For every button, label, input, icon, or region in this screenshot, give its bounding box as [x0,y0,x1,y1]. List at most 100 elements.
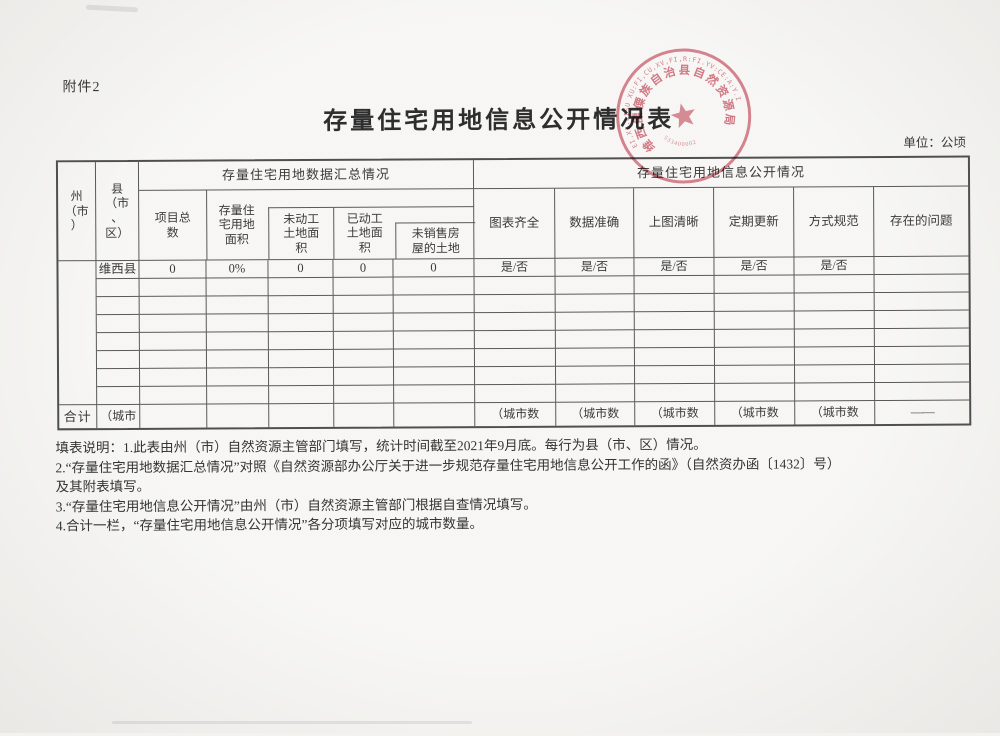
table-empty-cell [794,293,875,312]
total-map-count: （城市数 [635,401,716,426]
total-empty-cell [394,403,476,427]
table-empty-cell [714,329,795,348]
row1-project-count: 0 [139,260,207,279]
state-data-cell [58,261,98,406]
table-empty-cell [794,347,875,366]
svg-text:533400002: 533400002 [661,129,698,154]
table-empty-cell [96,296,140,316]
table-empty-cell [394,385,476,404]
header-data-accurate: 数据准确 [555,188,635,259]
table-empty-cell [795,383,876,402]
row1-update-flag: 是/否 [714,257,795,276]
header-summary-subcolumns: 项目总 数 存量住 宅用地 面积 未动工 土地面 积 已动工 土地面 积 未销售… [139,189,476,261]
table-empty-cell [96,314,140,334]
row1-charts-flag: 是/否 [474,258,556,278]
header-method-standard: 方式规范 [794,187,875,258]
table-empty-cell [715,383,796,402]
table-empty-cell [96,332,140,352]
table-empty-cell [140,386,208,405]
table-empty-cell [268,295,334,315]
header-problems: 存在的问题 [874,186,969,258]
table-empty-cell [794,365,876,384]
row1-data-flag: 是/否 [555,258,635,277]
table-empty-cell [268,277,334,297]
row1-unstarted-area: 0 [268,259,334,279]
table-empty-cell [874,346,969,366]
row1-started-area: 0 [333,259,394,278]
table-empty-cell [268,313,334,333]
table-empty-cell [874,274,969,294]
table-empty-cell [97,368,141,388]
header-county: 县 （市 、 区） [95,161,140,262]
header-charts-complete: 图表齐全 [474,188,556,260]
table-empty-cell [635,383,716,403]
official-seal-stamp: EI.XI.LISU XU:FI,CU,XV,FI,R:FI.YV:CE:A:Y… [610,43,752,184]
total-empty-cell [269,403,335,428]
row1-method-flag: 是/否 [794,257,875,276]
table-empty-cell [393,295,475,314]
table-empty-cell [393,331,475,350]
star-icon [670,103,695,129]
stamp-code-number: 533400002 [661,129,698,154]
table-empty-cell [474,330,556,350]
table-empty-cell [475,366,557,386]
table-empty-cell [139,350,208,369]
table-empty-cell [206,314,269,333]
table-empty-cell [333,313,394,332]
total-data-count: （城市数 [556,402,636,426]
table-empty-cell [393,277,475,296]
header-unstarted-area: 未动工 土地面 积 [269,207,335,260]
scan-artifact [112,721,472,724]
table-empty-cell [474,348,557,368]
header-group-summary: 存量住宅用地数据汇总情况 [138,160,475,191]
header-regular-update: 定期更新 [714,187,795,258]
table-empty-cell [207,386,270,405]
header-nested-box: 未动工 土地面 积 已动工 土地面 积 未销售房 屋的土地 [268,206,476,260]
table-empty-cell [96,278,140,298]
table-empty-cell [333,277,394,296]
table-empty-cell [268,331,334,351]
table-empty-cell [207,368,270,387]
table-empty-cell [634,347,715,367]
table-empty-cell [555,330,635,349]
table-empty-cell [334,367,395,386]
row1-stock-area: 0% [206,260,269,279]
table-empty-cell [140,368,208,387]
table-empty-cell [139,278,207,297]
page-title: 存量住宅用地信息公开情况表 [323,107,675,135]
table-empty-cell [874,310,969,330]
table-empty-cell [394,367,476,386]
total-empty-cell [140,404,208,428]
row1-unsold-land: 0 [393,259,475,278]
header-project-count: 项目总 数 [139,190,208,260]
total-charts-count: （城市数 [475,402,557,427]
table-empty-cell [634,311,715,331]
total-empty-cell [334,403,395,427]
table-empty-cell [874,364,970,384]
table-empty-cell [333,331,394,350]
row1-map-flag: 是/否 [634,257,715,277]
table-empty-cell [794,329,875,348]
note-line: 4.合计一栏，“存量住宅用地信息公开情况”各分项填写对应的城市数量。 [55,516,483,534]
table-empty-cell [206,350,270,369]
table-empty-cell [555,312,635,331]
table-empty-cell [634,275,715,295]
table-empty-cell [474,294,556,314]
header-started-area: 已动工 土地面 积 [346,211,383,255]
table-empty-cell [555,348,636,367]
table-empty-cell [874,328,969,348]
table-empty-cell [268,349,335,369]
table-empty-cell [334,385,395,404]
table-empty-cell [634,329,715,349]
table-empty-cell [634,293,715,313]
table-empty-cell [269,385,335,405]
table-empty-cell [139,314,207,333]
table-empty-cell [714,311,795,330]
table-empty-cell [794,275,875,294]
table-empty-cell [269,367,335,387]
table-empty-cell [556,366,636,385]
table-empty-cell [206,278,269,297]
attachment-label: 附件2 [62,80,101,96]
stamp-outer-circle [616,48,752,184]
